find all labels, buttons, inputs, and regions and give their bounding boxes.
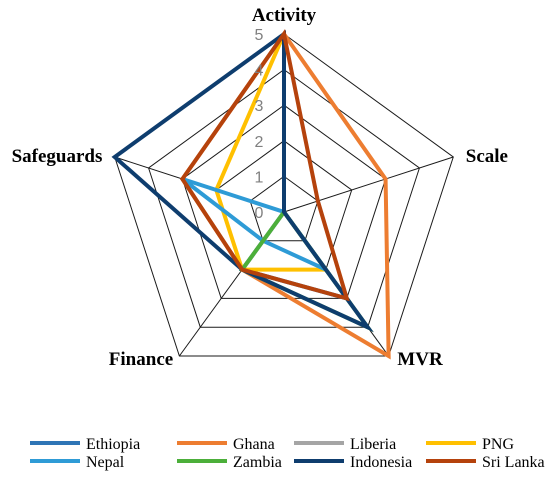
tick-label-5: 5 [255, 27, 264, 44]
axis-label-scale: Scale [466, 146, 508, 167]
legend-label-indonesia: Indonesia [350, 454, 412, 471]
grid-ring-1 [249, 175, 319, 242]
series-layer [111, 29, 391, 360]
axis-label-finance: Finance [109, 349, 173, 370]
legend-label-liberia: Liberia [350, 436, 396, 453]
legend-label-zambia: Zambia [233, 454, 282, 471]
tick-label-4: 4 [255, 63, 264, 80]
legend-label-ethiopia: Ethiopia [86, 436, 140, 453]
tick-label-2: 2 [255, 134, 264, 151]
axis-label-mvr: MVR [397, 349, 443, 370]
legend: Ethiopia Ghana Liberia PNG Nepal Zambia Indone… [30, 436, 545, 471]
series-sri-lanka [180, 29, 350, 302]
spoke-scale [283, 156, 454, 213]
legend-label-png: PNG [482, 436, 514, 453]
series-indonesia [111, 30, 374, 333]
tick-label-3: 3 [255, 98, 264, 115]
legend-label-sri-lanka: Sri Lanka [482, 454, 545, 471]
legend-label-nepal: Nepal [86, 454, 125, 471]
tick-label-0: 0 [255, 205, 264, 222]
tick-labels: 0 1 2 3 4 5 [255, 27, 264, 222]
legend-label-ghana: Ghana [233, 436, 275, 453]
grid-ring-4 [147, 68, 421, 328]
axis-label-activity: Activity [252, 5, 317, 26]
grid-ring-3 [181, 104, 387, 299]
tick-label-1: 1 [255, 169, 264, 186]
axis-labels: Activity Scale MVR Finance Safeguards [12, 5, 508, 370]
axis-label-safeguards: Safeguards [12, 146, 103, 167]
